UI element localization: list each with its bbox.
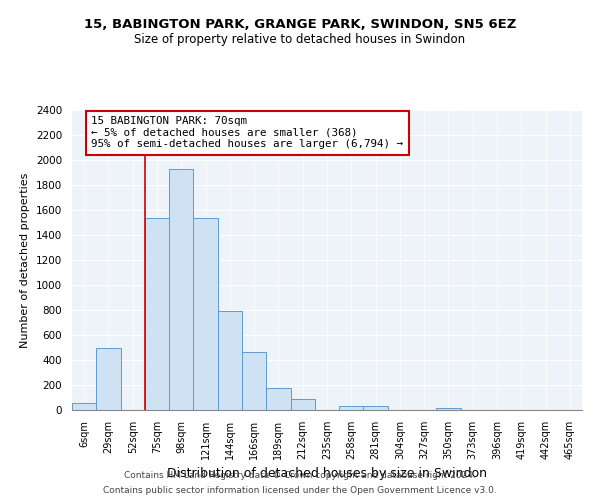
Bar bbox=[364, 406, 388, 410]
Bar bbox=[218, 311, 242, 410]
Bar bbox=[242, 352, 266, 410]
X-axis label: Distribution of detached houses by size in Swindon: Distribution of detached houses by size … bbox=[167, 468, 487, 480]
Bar bbox=[266, 388, 290, 410]
Y-axis label: Number of detached properties: Number of detached properties bbox=[20, 172, 31, 348]
Bar bbox=[436, 408, 461, 410]
Bar bbox=[145, 218, 169, 410]
Text: Contains HM Land Registry data © Crown copyright and database right 2024.: Contains HM Land Registry data © Crown c… bbox=[124, 471, 476, 480]
Bar bbox=[193, 218, 218, 410]
Text: Contains public sector information licensed under the Open Government Licence v3: Contains public sector information licen… bbox=[103, 486, 497, 495]
Text: 15 BABINGTON PARK: 70sqm
← 5% of detached houses are smaller (368)
95% of semi-d: 15 BABINGTON PARK: 70sqm ← 5% of detache… bbox=[91, 116, 403, 150]
Bar bbox=[96, 348, 121, 410]
Bar bbox=[169, 169, 193, 410]
Bar bbox=[339, 406, 364, 410]
Bar bbox=[72, 403, 96, 410]
Text: Size of property relative to detached houses in Swindon: Size of property relative to detached ho… bbox=[134, 32, 466, 46]
Text: 15, BABINGTON PARK, GRANGE PARK, SWINDON, SN5 6EZ: 15, BABINGTON PARK, GRANGE PARK, SWINDON… bbox=[84, 18, 516, 30]
Bar bbox=[290, 399, 315, 410]
